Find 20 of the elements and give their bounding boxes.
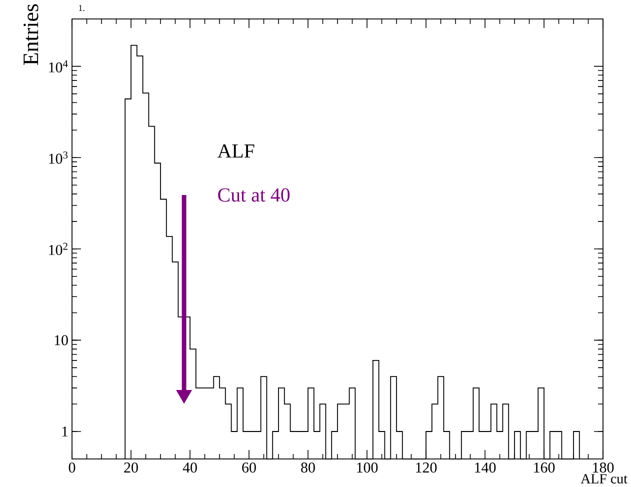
y-tick-label: 1 (62, 426, 68, 436)
x-tick-label: 160 (534, 462, 555, 473)
x-tick-label: 0 (68, 462, 76, 473)
y-tick-label: 10$^{4}$ (49, 60, 68, 72)
x-tick-label: 40 (182, 462, 197, 473)
x-tick-label: 140 (475, 462, 496, 473)
x-axis-title: ALF cut (580, 474, 628, 484)
y-tick-label: 10$^{2}$ (49, 242, 68, 256)
y-tick-label: 10 (54, 335, 68, 346)
annotation: ALF (217, 144, 254, 158)
text: 1. (78, 5, 84, 12)
x-tick-label: 60 (242, 462, 256, 473)
annotation: Cut at 40 (218, 188, 290, 202)
x-tick-label: 100 (357, 462, 378, 473)
x-tick-label: 180 (593, 462, 614, 473)
x-tick-label: 120 (416, 462, 437, 473)
y-tick-label: 10$^{3}$ (49, 151, 68, 164)
x-tick-label: 20 (124, 462, 138, 473)
x-tick-label: 80 (301, 462, 315, 473)
y-axis-title: Entries (24, 4, 38, 65)
